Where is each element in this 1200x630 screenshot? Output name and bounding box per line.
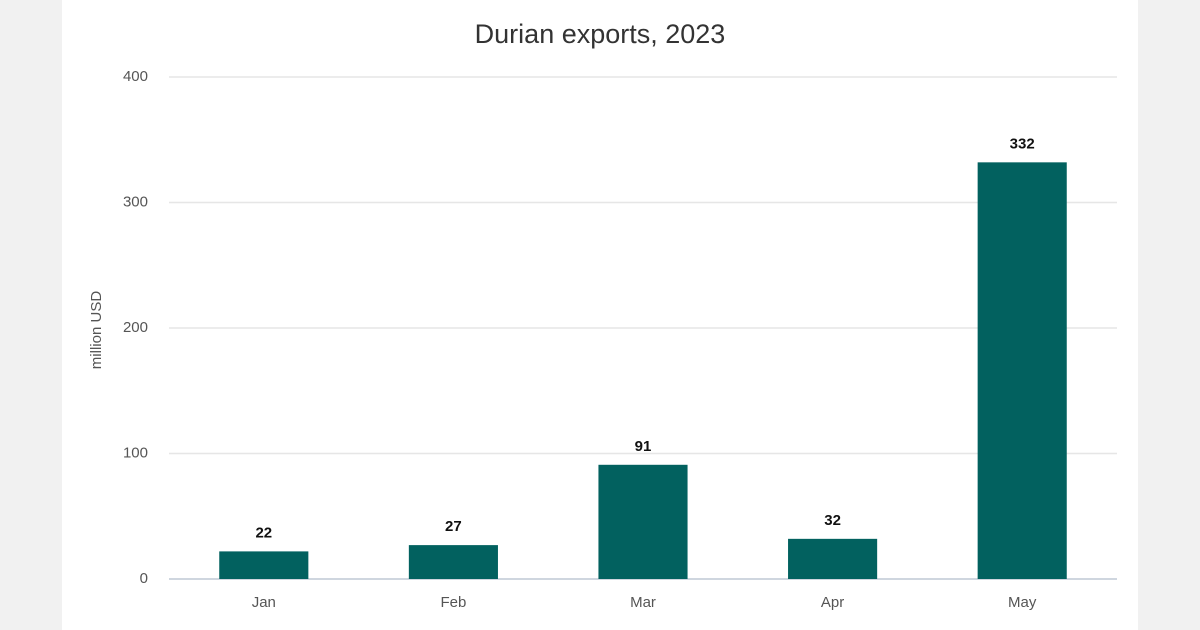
chart-title: Durian exports, 2023 [475, 19, 726, 49]
y-tick-label: 100 [123, 444, 148, 461]
x-tick-label: Mar [630, 594, 656, 611]
data-label: 27 [445, 518, 462, 535]
data-label: 22 [255, 524, 272, 541]
y-tick-label: 0 [140, 570, 148, 587]
bar [788, 538, 878, 579]
x-tick-label: Feb [440, 594, 466, 611]
data-label: 332 [1010, 135, 1035, 152]
bar [598, 464, 688, 579]
x-tick-label: Jan [252, 594, 276, 611]
y-axis-label: million USD [88, 291, 105, 370]
y-tick-label: 200 [123, 319, 148, 336]
data-label: 91 [635, 438, 652, 455]
y-tick-label: 300 [123, 193, 148, 210]
bar [977, 162, 1067, 579]
bar [408, 545, 498, 579]
bar [219, 551, 309, 579]
x-tick-label: May [1008, 594, 1037, 611]
x-tick-label: Apr [821, 594, 844, 611]
data-label: 32 [824, 512, 841, 529]
y-tick-label: 400 [123, 68, 148, 85]
